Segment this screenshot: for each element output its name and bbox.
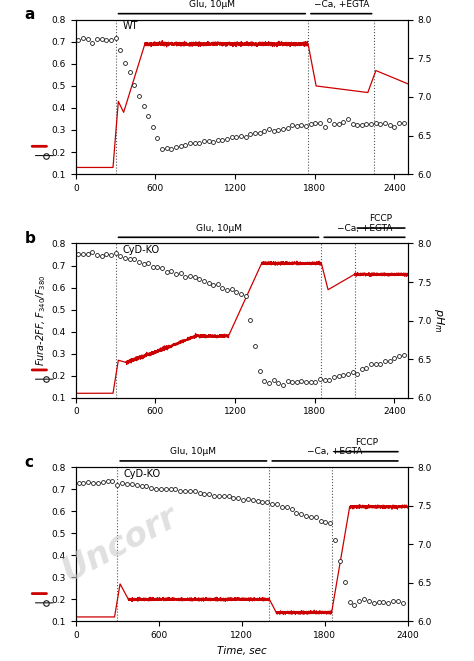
Text: a: a xyxy=(25,7,35,22)
Text: Glu, 10μM: Glu, 10μM xyxy=(195,223,242,233)
X-axis label: Time, sec: Time, sec xyxy=(217,646,266,656)
Text: WT: WT xyxy=(122,21,138,31)
Text: −Ca, +EGTA: −Ca, +EGTA xyxy=(314,0,369,9)
Text: b: b xyxy=(25,231,35,246)
Y-axis label: Fura-2FF, $F_{340}$/$F_{380}$: Fura-2FF, $F_{340}$/$F_{380}$ xyxy=(34,275,47,366)
Text: −Ca, +EGTA: −Ca, +EGTA xyxy=(307,447,363,456)
Text: c: c xyxy=(25,455,33,470)
Text: FCCP: FCCP xyxy=(355,438,378,447)
Y-axis label: $pH_m$: $pH_m$ xyxy=(432,308,446,333)
Text: CyD-KO: CyD-KO xyxy=(124,469,161,479)
Text: −Ca, +EGTA: −Ca, +EGTA xyxy=(337,223,392,233)
Text: Glu, 10μM: Glu, 10μM xyxy=(189,0,235,9)
Text: CyD-KO: CyD-KO xyxy=(122,245,159,255)
Text: Uncorr: Uncorr xyxy=(57,500,184,589)
Text: Glu, 10μM: Glu, 10μM xyxy=(170,447,216,456)
Text: FCCP: FCCP xyxy=(370,214,392,223)
